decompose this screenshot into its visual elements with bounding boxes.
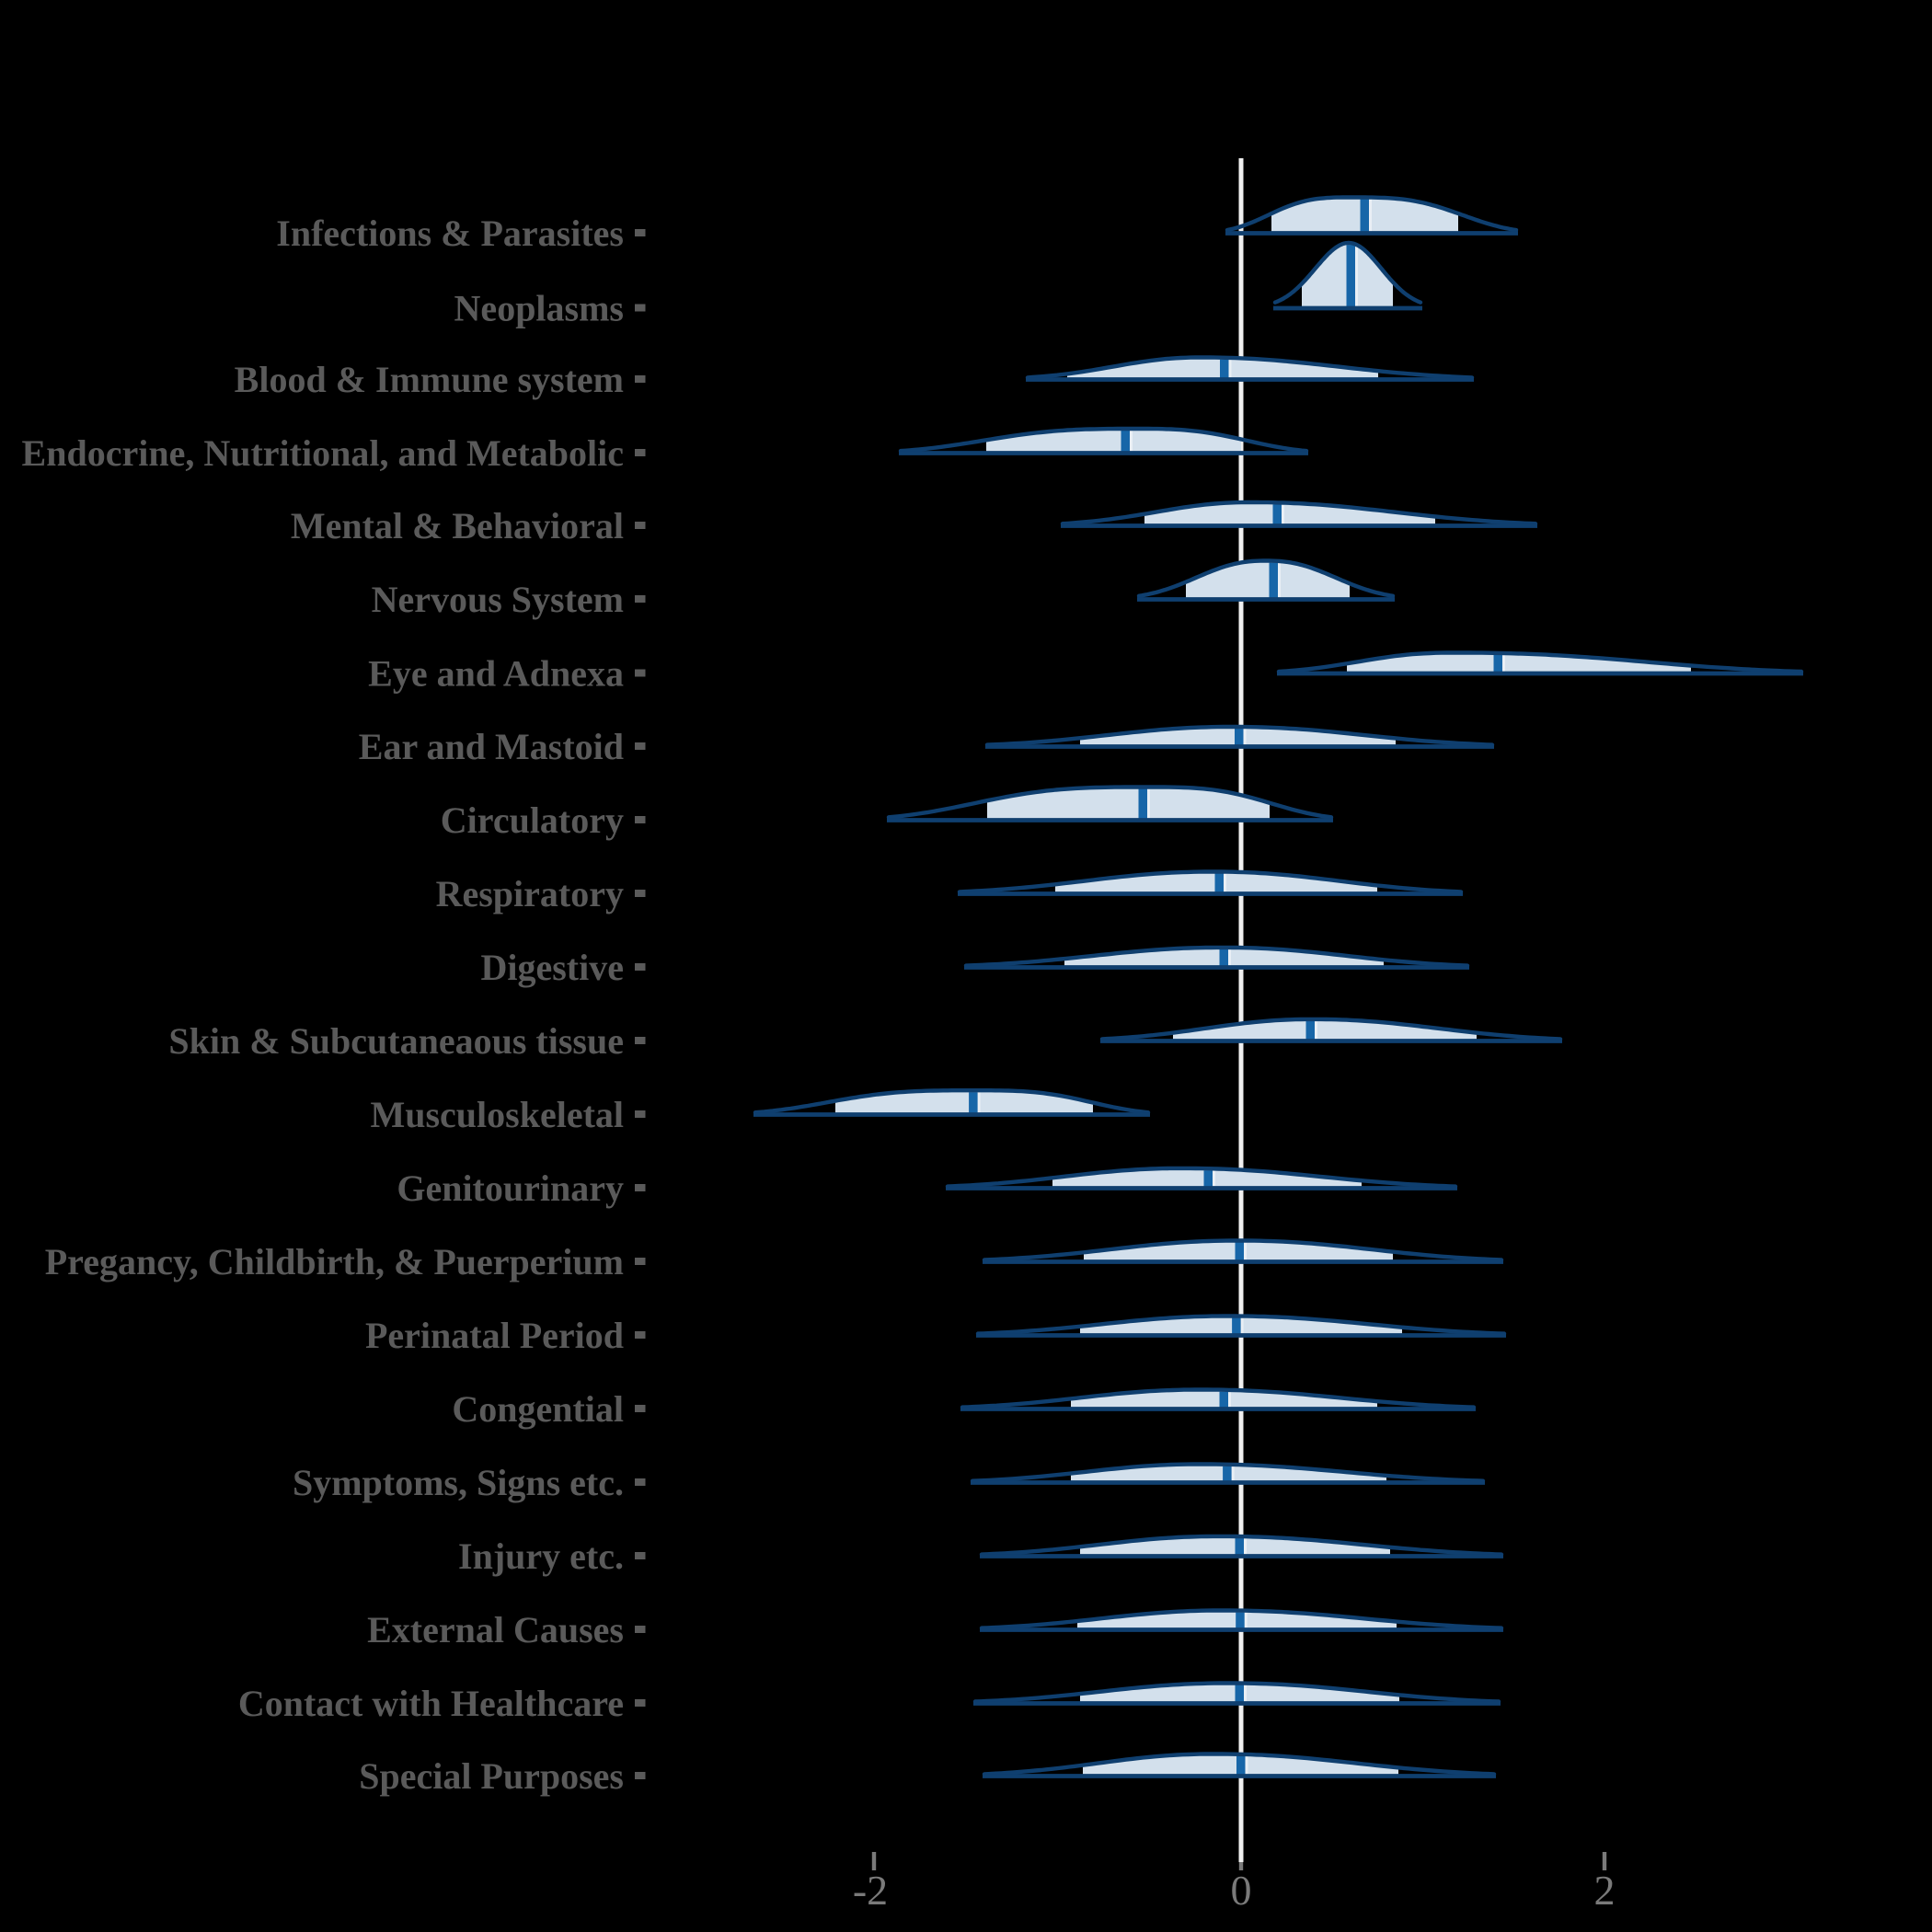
svg-text:Blood & Immune system: Blood & Immune system	[235, 359, 624, 400]
svg-text:2: 2	[1594, 1867, 1616, 1914]
svg-text:Skin & Subcutaneaous tissue: Skin & Subcutaneaous tissue	[168, 1020, 624, 1062]
svg-text:External Causes: External Causes	[367, 1609, 624, 1650]
svg-text:Nervous System: Nervous System	[372, 579, 624, 620]
svg-text:Congential: Congential	[452, 1388, 624, 1430]
svg-text:Special Purposes: Special Purposes	[359, 1755, 624, 1797]
svg-text:Symptoms, Signs etc.: Symptoms, Signs etc.	[293, 1462, 624, 1503]
svg-text:Contact with Healthcare: Contact with Healthcare	[238, 1683, 624, 1724]
svg-text:Endocrine, Nutritional, and Me: Endocrine, Nutritional, and Metabolic	[22, 432, 624, 474]
svg-text:Respiratory: Respiratory	[436, 873, 624, 914]
svg-text:Digestive: Digestive	[480, 947, 624, 988]
svg-text:Mental & Behavioral: Mental & Behavioral	[291, 505, 624, 546]
svg-text:Injury etc.: Injury etc.	[458, 1535, 624, 1577]
svg-text:Genitourinary: Genitourinary	[397, 1167, 624, 1209]
svg-text:Neoplasms: Neoplasms	[454, 288, 624, 329]
svg-text:-2: -2	[853, 1867, 888, 1914]
svg-text:0: 0	[1231, 1867, 1252, 1914]
svg-text:Eye and Adnexa: Eye and Adnexa	[368, 653, 624, 695]
svg-text:Perinatal Period: Perinatal Period	[365, 1315, 624, 1356]
svg-text:Pregancy, Childbirth, & Puerpe: Pregancy, Childbirth, & Puerperium	[45, 1241, 624, 1282]
svg-text:Infections & Parasites: Infections & Parasites	[276, 213, 624, 254]
svg-text:Ear and Mastoid: Ear and Mastoid	[359, 726, 624, 767]
svg-text:Musculoskeletal: Musculoskeletal	[370, 1094, 624, 1135]
svg-text:Circulatory: Circulatory	[441, 799, 624, 841]
